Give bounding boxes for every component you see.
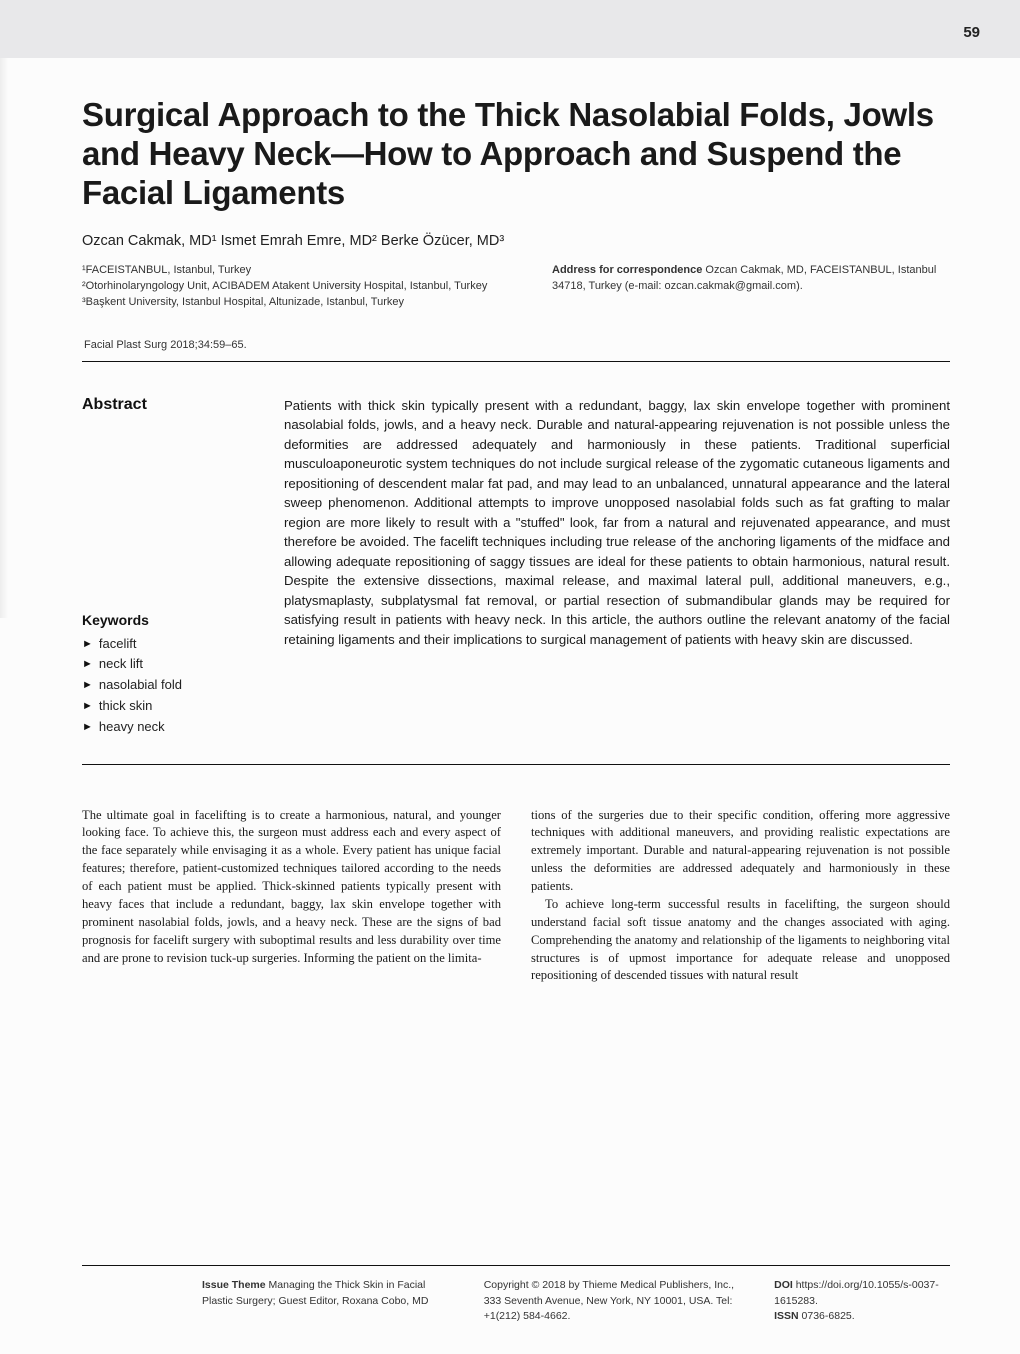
affiliation-1: ¹FACEISTANBUL, Istanbul, Turkey bbox=[82, 263, 516, 279]
issue-theme-label: Issue Theme bbox=[202, 1279, 266, 1291]
header-bar: 59 bbox=[0, 0, 1020, 58]
keywords-list: facelift neck lift nasolabial fold thick… bbox=[82, 634, 252, 738]
page: 59 Surgical Approach to the Thick Nasola… bbox=[0, 0, 1020, 1354]
body-two-columns: The ultimate goal in facelifting is to c… bbox=[82, 807, 950, 986]
abstract-block: Abstract Keywords facelift neck lift nas… bbox=[82, 396, 950, 738]
page-number: 59 bbox=[963, 24, 980, 41]
affiliation-correspondence-row: ¹FACEISTANBUL, Istanbul, Turkey ²Otorhin… bbox=[82, 263, 950, 311]
keyword-item: facelift bbox=[82, 634, 252, 655]
footer-issue-theme: Issue Theme Managing the Thick Skin in F… bbox=[202, 1278, 454, 1324]
body-paragraph: The ultimate goal in facelifting is to c… bbox=[82, 807, 501, 968]
affiliation-2: ²Otorhinolaryngology Unit, ACIBADEM Atak… bbox=[82, 279, 516, 295]
keyword-item: neck lift bbox=[82, 654, 252, 675]
rule-top bbox=[82, 361, 950, 362]
issn-text: 0736-6825. bbox=[799, 1310, 855, 1322]
issn-label: ISSN bbox=[774, 1310, 799, 1322]
journal-citation: Facial Plast Surg 2018;34:59–65. bbox=[84, 339, 950, 351]
body-paragraph: tions of the surgeries due to their spec… bbox=[531, 807, 950, 896]
abstract-heading: Abstract bbox=[82, 396, 252, 414]
affiliation-3: ³Başkent University, Istanbul Hospital, … bbox=[82, 295, 516, 311]
body-column-left: The ultimate goal in facelifting is to c… bbox=[82, 807, 501, 986]
doi-text: https://doi.org/10.1055/s-0037-1615283. bbox=[774, 1279, 939, 1306]
footer-doi-issn: DOI https://doi.org/10.1055/s-0037-16152… bbox=[774, 1278, 965, 1324]
keyword-item: heavy neck bbox=[82, 717, 252, 738]
article-title: Surgical Approach to the Thick Nasolabia… bbox=[82, 96, 950, 213]
body-paragraph: To achieve long-term successful results … bbox=[531, 896, 950, 985]
body-column-right: tions of the surgeries due to their spec… bbox=[531, 807, 950, 986]
keywords-heading: Keywords bbox=[82, 612, 252, 628]
keyword-item: nasolabial fold bbox=[82, 675, 252, 696]
abstract-text: Patients with thick skin typically prese… bbox=[284, 396, 950, 738]
correspondence-label: Address for correspondence bbox=[552, 264, 702, 276]
rule-bottom bbox=[82, 764, 950, 765]
affiliations: ¹FACEISTANBUL, Istanbul, Turkey ²Otorhin… bbox=[82, 263, 516, 311]
content-area: Surgical Approach to the Thick Nasolabia… bbox=[0, 58, 1020, 985]
correspondence: Address for correspondence Ozcan Cakmak,… bbox=[552, 263, 950, 311]
abstract-left-column: Abstract Keywords facelift neck lift nas… bbox=[82, 396, 252, 738]
page-footer: Issue Theme Managing the Thick Skin in F… bbox=[82, 1265, 950, 1324]
authors-line: Ozcan Cakmak, MD¹ Ismet Emrah Emre, MD² … bbox=[82, 233, 950, 249]
footer-copyright: Copyright © 2018 by Thieme Medical Publi… bbox=[484, 1278, 744, 1324]
left-margin-shadow bbox=[0, 58, 8, 618]
keyword-item: thick skin bbox=[82, 696, 252, 717]
doi-label: DOI bbox=[774, 1279, 793, 1291]
